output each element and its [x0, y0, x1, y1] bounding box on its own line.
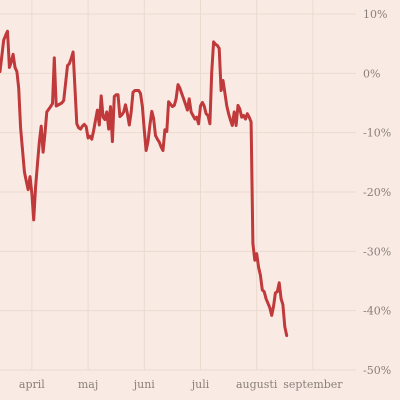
x-tick-label: juni — [132, 378, 156, 391]
series-line — [0, 29, 289, 338]
y-tick-label: -30% — [363, 245, 391, 258]
y-tick-label: -50% — [363, 364, 391, 377]
y-tick-label: 0% — [363, 67, 380, 80]
x-tick-label: september — [283, 378, 343, 391]
y-tick-label: -40% — [363, 305, 391, 318]
x-tick-label: augusti — [236, 378, 278, 391]
y-tick-label: 10% — [363, 8, 387, 21]
x-tick-label: maj — [78, 378, 98, 391]
y-tick-label: -10% — [363, 127, 391, 140]
x-tick-label: juli — [190, 378, 210, 391]
x-tick-label: april — [19, 378, 45, 391]
y-tick-label: -20% — [363, 186, 391, 199]
